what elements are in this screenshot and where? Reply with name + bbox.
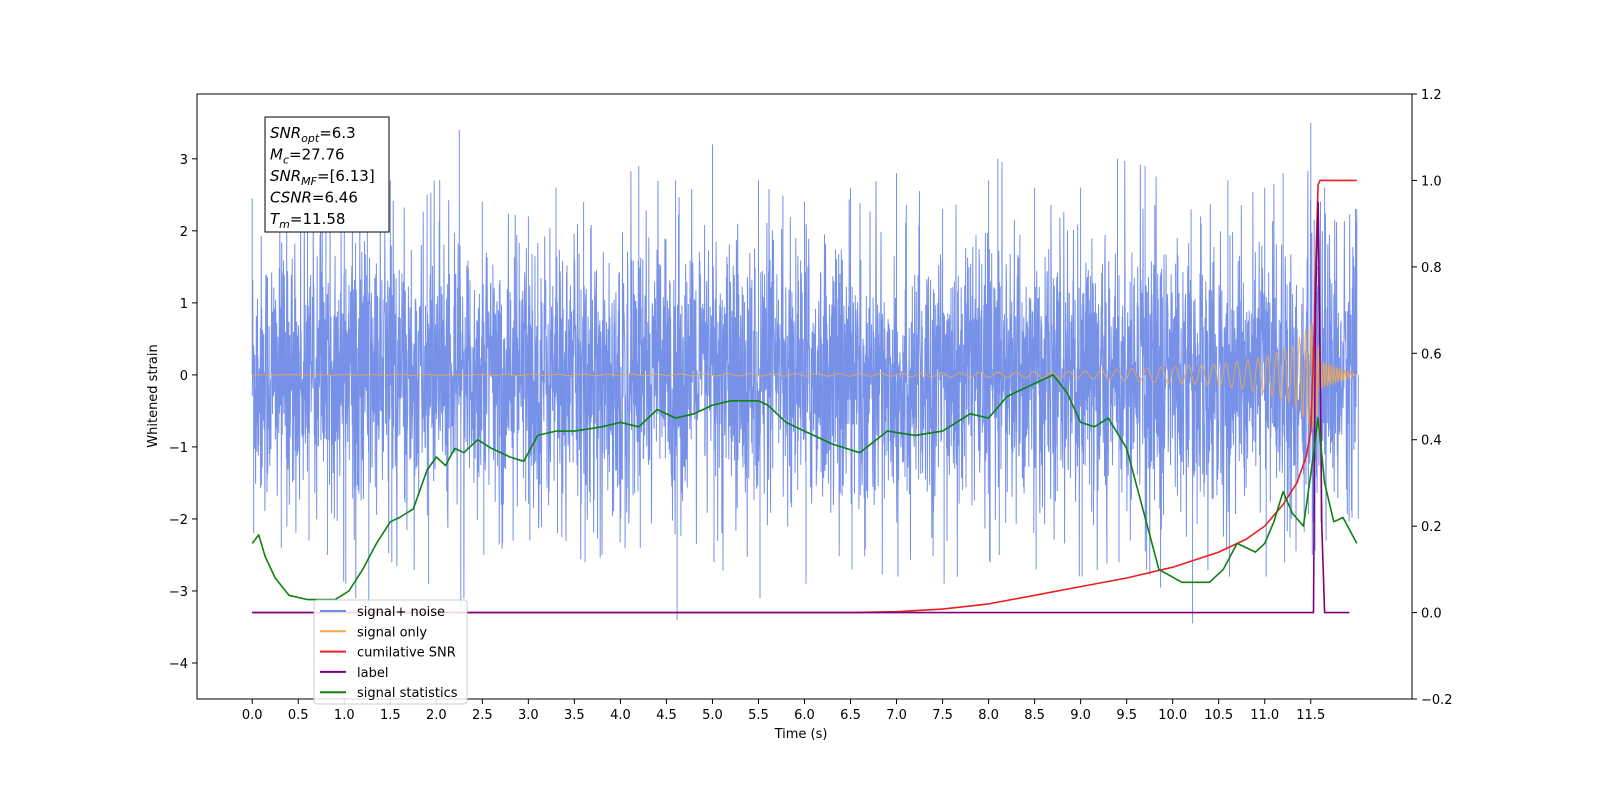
y-left-tick-label: 3 <box>180 153 188 168</box>
info-line: SNRMF=[6.13] <box>270 167 375 188</box>
y-right-tick-label: 0.0 <box>1421 607 1442 622</box>
x-tick-label: 6.5 <box>840 708 861 723</box>
x-tick-label: 2.0 <box>426 708 447 723</box>
y-left-tick-label: −4 <box>169 657 188 672</box>
x-tick-label: 3.5 <box>564 708 585 723</box>
x-tick-label: 3.0 <box>518 708 539 723</box>
info-line: Tm=11.58 <box>270 210 345 231</box>
y-axis-left-label: Whitened strain <box>146 344 161 447</box>
legend-label: signal+ noise <box>357 605 445 620</box>
series-layer <box>251 122 1359 624</box>
x-tick-label: 10.0 <box>1158 708 1187 723</box>
legend-label: label <box>357 666 388 681</box>
x-tick-label: 2.5 <box>472 708 493 723</box>
legend-label: cumilative SNR <box>357 646 456 661</box>
y-left-tick-label: −3 <box>169 585 188 600</box>
y-left-tick-label: −1 <box>169 441 188 456</box>
y-right-tick-label: 0.6 <box>1421 347 1442 362</box>
legend-frame <box>313 599 468 705</box>
y-right-tick-label: 0.4 <box>1421 434 1442 449</box>
legend-label: signal statistics <box>357 686 458 701</box>
series-signal-noise <box>251 122 1359 624</box>
y-left-tick-label: 2 <box>180 225 188 240</box>
y-right-tick-label: −0.2 <box>1421 693 1453 708</box>
y-right-tick-label: 1.0 <box>1421 174 1442 189</box>
y-left-tick-label: −2 <box>169 513 188 528</box>
y-left-tick-label: 1 <box>180 297 188 312</box>
legend: signal+ noise signal only cumilative SNR la… <box>313 599 468 705</box>
x-tick-label: 9.5 <box>1116 708 1137 723</box>
x-axis-label: Time (s) <box>774 727 828 742</box>
x-tick-label: 5.0 <box>702 708 723 723</box>
x-tick-label: 1.0 <box>334 708 355 723</box>
x-tick-label: 7.0 <box>886 708 907 723</box>
x-tick-label: 9.0 <box>1070 708 1091 723</box>
y-axis-left: 3 2 1 0 −1 −2 −3 −4 <box>169 153 197 672</box>
x-tick-label: 0.5 <box>288 708 309 723</box>
x-tick-label: 4.5 <box>656 708 677 723</box>
x-tick-label: 8.5 <box>1024 708 1045 723</box>
x-tick-label: 8.0 <box>978 708 999 723</box>
info-line: Mc=27.76 <box>270 146 345 167</box>
series-signal-statistics <box>251 374 1358 601</box>
x-tick-label: 11.5 <box>1296 708 1325 723</box>
x-tick-label: 0.0 <box>242 708 263 723</box>
legend-label: signal only <box>357 625 427 640</box>
x-tick-label: 11.0 <box>1250 708 1279 723</box>
x-tick-label: 1.5 <box>380 708 401 723</box>
info-box-frame <box>264 116 390 233</box>
series-signal-only <box>252 317 1357 429</box>
x-tick-label: 5.5 <box>748 708 769 723</box>
info-line: CSNR=6.46 <box>270 189 358 207</box>
y-left-tick-label: 0 <box>180 369 188 384</box>
x-tick-label: 10.5 <box>1204 708 1233 723</box>
y-right-tick-label: 0.2 <box>1421 520 1442 535</box>
info-line: SNRopt=6.3 <box>270 124 356 145</box>
x-axis: 0.0 0.5 1.0 1.5 2.0 2.5 3.0 3.5 4.0 4.5 5.0 5.5 6.0 6… <box>242 699 1325 723</box>
y-right-tick-label: 1.2 <box>1421 88 1442 103</box>
series-label <box>252 201 1350 614</box>
x-tick-label: 7.5 <box>932 708 953 723</box>
y-right-tick-label: 0.8 <box>1421 261 1442 276</box>
x-tick-label: 6.0 <box>794 708 815 723</box>
x-tick-label: 4.0 <box>610 708 631 723</box>
y-axis-right: 1.2 1.0 0.8 0.6 0.4 0.2 0.0 −0.2 <box>1412 88 1453 708</box>
